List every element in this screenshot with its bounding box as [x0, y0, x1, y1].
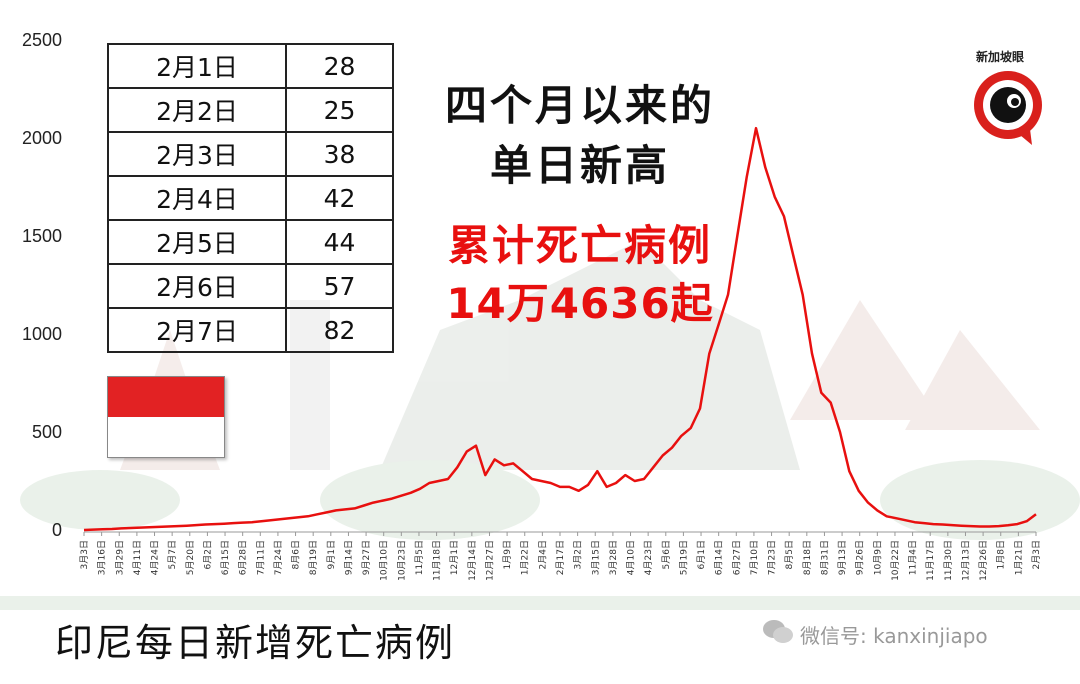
y-tick-label: 1000: [22, 324, 62, 344]
headline-line-2: 单日新高: [489, 141, 670, 190]
x-tick-label: 9月1日: [326, 540, 337, 569]
x-tick-label: 2月3日: [1031, 540, 1042, 569]
y-axis: 0 500 1000 1500 2000 2500: [22, 30, 62, 540]
y-tick-label: 1500: [22, 226, 62, 246]
table-value-cell: 28: [285, 43, 394, 89]
x-tick-label: 3月3日: [79, 540, 90, 569]
table-date-cell: 2月5日: [107, 219, 287, 265]
y-tick-label: 500: [32, 422, 62, 442]
x-tick-label: 12月13日: [960, 540, 971, 581]
x-tick-label: 3月28日: [608, 540, 619, 575]
x-tick-label: 8月6日: [291, 540, 302, 569]
x-tick-label: 12月26日: [978, 540, 989, 581]
y-tick-label: 0: [52, 520, 62, 540]
table-date-cell: 2月4日: [107, 175, 287, 221]
daily-deaths-table: 2月1日 28 2月2日 25 2月3日 38 2月4日 42 2月5日 44 2月6日 57 2月7日…: [107, 43, 394, 353]
table-value-cell: 38: [285, 131, 394, 177]
headline-line-4: 14万4636起: [446, 279, 714, 328]
x-tick-label: 8月31日: [819, 540, 830, 575]
table-date-cell: 2月7日: [107, 307, 287, 353]
x-tick-label: 6月28日: [238, 540, 249, 575]
x-tick-label: 6月2日: [202, 540, 213, 569]
headline-line-1: 四个月以来的: [444, 81, 715, 130]
series-layer: [83, 126, 1037, 532]
x-tick-label: 3月29日: [114, 540, 125, 575]
x-tick-label: 10月23日: [396, 540, 407, 581]
x-tick-label: 7月23日: [767, 540, 778, 575]
x-tick-label: 1月8日: [996, 540, 1007, 569]
x-tick-label: 11月30日: [943, 540, 954, 581]
table-row: 2月3日 38: [107, 131, 394, 177]
x-tick-label: 5月20日: [185, 540, 196, 575]
x-tick-label: 9月27日: [361, 540, 372, 575]
series-line-daily-deaths: [83, 126, 1037, 532]
x-tick-label: 10月9日: [872, 540, 883, 575]
x-tick-label: 6月14日: [714, 540, 725, 575]
wechat-watermark: 微信号: kanxinjiapo: [800, 624, 988, 648]
y-tick-label: 2000: [22, 128, 62, 148]
table-date-cell: 2月3日: [107, 131, 287, 177]
x-tick-label: 8月5日: [784, 540, 795, 569]
x-tick-label: 6月27日: [731, 540, 742, 575]
x-tick-label: 1月21日: [1013, 540, 1024, 575]
table-date-cell: 2月6日: [107, 263, 287, 309]
indonesia-flag-icon: [107, 376, 225, 458]
x-tick-label: 5月19日: [678, 540, 689, 575]
x-tick-label: 11月18日: [432, 540, 443, 581]
table-date-cell: 2月1日: [107, 43, 287, 89]
x-tick-label: 1月9日: [502, 540, 513, 569]
x-tick-label: 11月5日: [414, 540, 425, 575]
table-row: 2月2日 25: [107, 87, 394, 133]
x-tick-label: 11月4日: [908, 540, 919, 575]
table-value-cell: 82: [285, 307, 394, 353]
x-tick-label: 5月7日: [167, 540, 178, 569]
x-tick-label: 5月6日: [661, 540, 672, 569]
x-tick-label: 7月24日: [273, 540, 284, 575]
x-tick-label: 11月17日: [925, 540, 936, 581]
wechat-icon: [763, 620, 793, 643]
table-value-cell: 44: [285, 219, 394, 265]
brand-logo-icon: [974, 71, 1042, 145]
x-tick-label: 6月15日: [220, 540, 231, 575]
x-tick-label: 10月22日: [890, 540, 901, 581]
x-tick-label: 4月11日: [132, 540, 143, 575]
x-tick-label: 3月2日: [573, 540, 584, 569]
x-tick-label: 3月15日: [590, 540, 601, 575]
x-tick-label: 7月11日: [255, 540, 266, 575]
table-row: 2月1日 28: [107, 43, 394, 89]
x-tick-label: 4月10日: [626, 540, 637, 575]
table-value-cell: 57: [285, 263, 394, 309]
x-tick-label: 7月10日: [749, 540, 760, 575]
table-value-cell: 25: [285, 87, 394, 133]
table-row: 2月4日 42: [107, 175, 394, 221]
y-tick-label: 2500: [22, 30, 62, 50]
x-tick-label: 4月23日: [643, 540, 654, 575]
x-tick-label: 2月4日: [537, 540, 548, 569]
x-tick-label: 4月24日: [150, 540, 161, 575]
headline-line-3: 累计死亡病例: [447, 221, 712, 270]
x-tick-label: 9月14日: [343, 540, 354, 575]
x-tick-label: 12月27日: [484, 540, 495, 581]
x-tick-label: 2月17日: [555, 540, 566, 575]
x-tick-label: 10月10日: [379, 540, 390, 581]
x-tick-label: 9月13日: [837, 540, 848, 575]
x-tick-label: 8月18日: [802, 540, 813, 575]
table-date-cell: 2月2日: [107, 87, 287, 133]
x-tick-label: 3月16日: [97, 540, 108, 575]
x-tick-label: 12月1日: [449, 540, 460, 575]
table-value-cell: 42: [285, 175, 394, 221]
x-tick-label: 6月1日: [696, 540, 707, 569]
x-axis: 3月3日 3月16日 3月29日 4月11日 4月24日 5月7日 5月20日 6月2日 6月1…: [79, 531, 1042, 581]
x-tick-label: 9月26日: [855, 540, 866, 575]
x-tick-label: 1月22日: [520, 540, 531, 575]
x-tick-label: 8月19日: [308, 540, 319, 575]
table-row: 2月6日 57: [107, 263, 394, 309]
flag-red-band: [108, 377, 224, 417]
brand-logo-text: 新加坡眼: [976, 50, 1025, 64]
table-row: 2月7日 82: [107, 307, 394, 353]
table-row: 2月5日 44: [107, 219, 394, 265]
x-tick-label: 12月14日: [467, 540, 478, 581]
chart-caption: 印尼每日新增死亡病例: [55, 621, 456, 665]
